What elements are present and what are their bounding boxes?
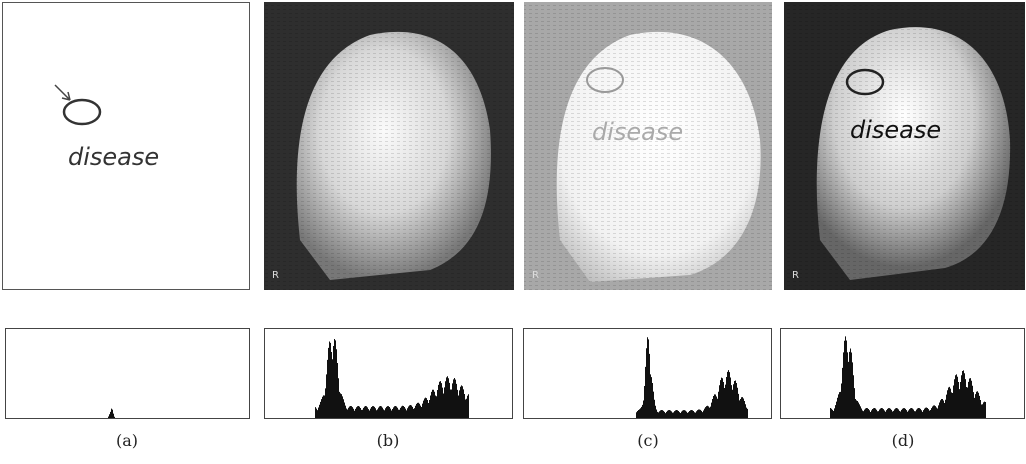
texture [784,2,1025,290]
side-marker: R [272,270,279,281]
caption: (a) [116,431,138,450]
histogram-frame [265,329,513,419]
figure-canvas: disease disease disease R R R (a) (b) (c… [0,0,1026,464]
handwritten-label: disease [68,143,159,171]
handwritten-label: disease [850,116,941,144]
caption: (b) [377,431,400,450]
caption: (d) [892,431,915,450]
texture [264,2,514,290]
caption: (c) [637,431,658,450]
histogram-frame [781,329,1025,419]
texture [524,2,772,290]
handwritten-label: disease [592,118,683,146]
figure: disease disease disease R R R (a) (b) (c… [0,0,1026,464]
side-marker: R [792,270,799,281]
side-marker: R [532,270,539,281]
histogram-frame [6,329,250,419]
